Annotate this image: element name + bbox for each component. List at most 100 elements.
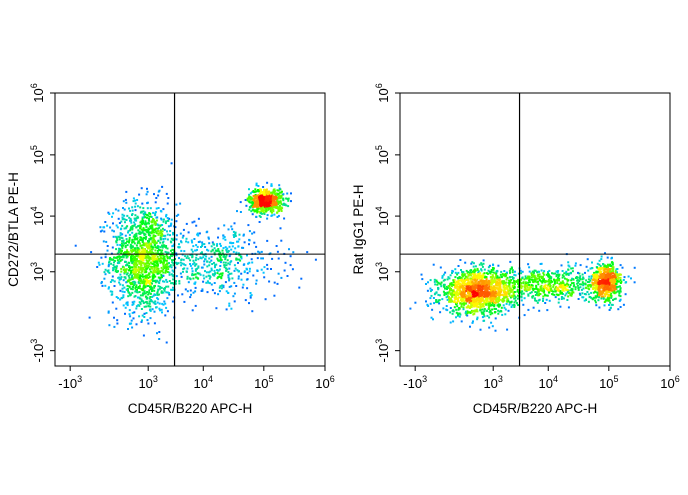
data-point [131, 320, 133, 322]
data-point [115, 308, 117, 310]
data-point [460, 285, 462, 287]
data-point [604, 264, 606, 266]
data-point [140, 268, 142, 270]
data-point [598, 290, 600, 292]
data-point [472, 273, 474, 275]
data-point [164, 238, 166, 240]
data-point [142, 243, 144, 245]
data-point [135, 203, 137, 205]
data-point [535, 286, 537, 288]
data-point [136, 323, 138, 325]
data-point [211, 245, 213, 247]
data-point [208, 271, 210, 273]
data-point [450, 322, 452, 324]
data-point [503, 300, 505, 302]
data-point [129, 315, 131, 317]
data-point [114, 280, 116, 282]
data-point [214, 270, 216, 272]
data-point [435, 299, 437, 301]
data-point [539, 279, 541, 281]
data-point [603, 283, 605, 285]
data-point [190, 294, 192, 296]
data-point [490, 313, 492, 315]
data-point [229, 261, 231, 263]
data-point [222, 250, 224, 252]
data-point [609, 271, 611, 273]
data-point [617, 290, 619, 292]
data-point [121, 297, 123, 299]
data-point [188, 231, 190, 233]
data-point [273, 189, 275, 191]
data-point [263, 276, 265, 278]
data-point [180, 273, 182, 275]
data-point [602, 263, 604, 265]
data-point [500, 310, 502, 312]
data-point [230, 273, 232, 275]
data-point [225, 281, 227, 283]
data-point [537, 302, 539, 304]
data-point [482, 266, 484, 268]
data-point [288, 198, 290, 200]
data-point [137, 242, 139, 244]
data-point [249, 270, 251, 272]
data-point [90, 251, 92, 253]
data-point [159, 272, 161, 274]
data-point [180, 233, 182, 235]
data-point [116, 319, 118, 321]
data-point [470, 269, 472, 271]
data-point [622, 267, 624, 269]
data-point [589, 296, 591, 298]
data-point [183, 267, 185, 269]
data-point [432, 318, 434, 320]
data-point [170, 250, 172, 252]
data-point [220, 261, 222, 263]
data-point [290, 200, 292, 202]
data-point [587, 258, 589, 260]
data-point [507, 298, 509, 300]
data-point [598, 296, 600, 298]
data-point [249, 207, 251, 209]
data-point [257, 203, 259, 205]
data-point [460, 302, 462, 304]
data-point [156, 280, 158, 282]
data-point [156, 242, 158, 244]
data-point [135, 284, 137, 286]
data-point [257, 208, 259, 210]
data-point [561, 292, 563, 294]
data-point [282, 193, 284, 195]
data-point [491, 304, 493, 306]
data-point [137, 237, 139, 239]
data-point [517, 283, 519, 285]
data-point [119, 274, 121, 276]
data-point [484, 269, 486, 271]
data-point [148, 233, 150, 235]
data-point [630, 277, 632, 279]
data-point [165, 279, 167, 281]
data-point [156, 332, 158, 334]
data-point [112, 276, 114, 278]
data-point [112, 247, 114, 249]
data-point [482, 316, 484, 318]
data-point [192, 260, 194, 262]
data-point [598, 307, 600, 309]
data-point [136, 249, 138, 251]
data-point [149, 235, 151, 237]
data-point [253, 231, 255, 233]
data-point [147, 266, 149, 268]
data-point [271, 185, 273, 187]
data-point [612, 270, 614, 272]
data-point [100, 257, 102, 259]
data-point [628, 276, 630, 278]
data-point [262, 209, 264, 211]
data-point [499, 305, 501, 307]
data-point [182, 271, 184, 273]
data-point [472, 285, 474, 287]
data-point [146, 193, 148, 195]
data-point [165, 307, 167, 309]
data-point [525, 281, 527, 283]
data-point [620, 306, 622, 308]
data-point [192, 221, 194, 223]
data-point [144, 306, 146, 308]
data-point [460, 306, 462, 308]
data-point [606, 283, 608, 285]
